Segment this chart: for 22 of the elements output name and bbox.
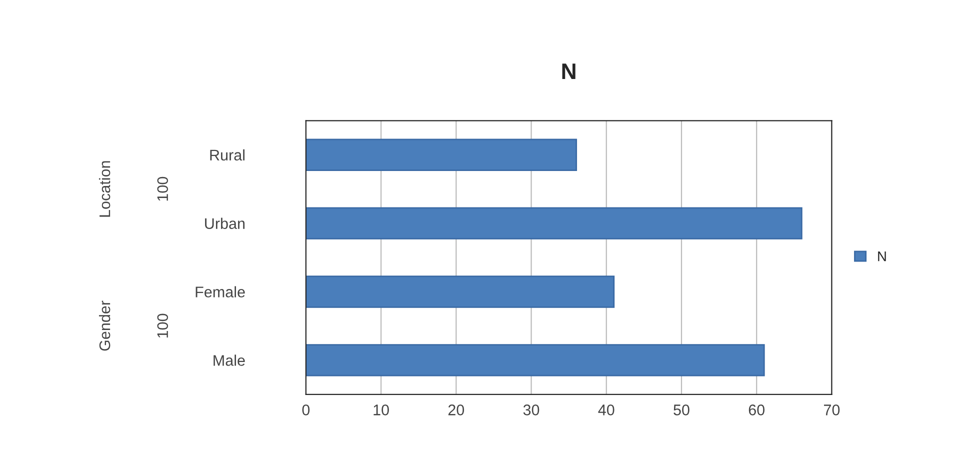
bar (306, 344, 765, 376)
bar (306, 207, 802, 240)
y-tick-label: Male (214, 354, 245, 366)
text: Gender (98, 300, 110, 351)
x-tick-label: 0 (302, 404, 310, 416)
text: Location (98, 161, 110, 217)
x-tick-label: 70 (824, 404, 840, 416)
y-tick-label: Rural (210, 149, 244, 161)
legend-label: N (878, 252, 886, 262)
x-tick-label: 60 (748, 404, 765, 416)
x-tick-label: 40 (598, 404, 614, 416)
bar (306, 276, 615, 308)
text: 100 (157, 314, 168, 338)
bar (306, 138, 578, 171)
x-tick-label: 30 (523, 404, 540, 416)
x-tick-label: 10 (374, 404, 389, 416)
y-tick-label: Female (196, 286, 245, 298)
y-tick-label: Urban (205, 218, 245, 229)
x-tick-label: 20 (448, 404, 464, 416)
x-tick-label: 50 (674, 404, 690, 416)
chart-title: N (562, 64, 576, 79)
text: 100 (157, 176, 168, 201)
